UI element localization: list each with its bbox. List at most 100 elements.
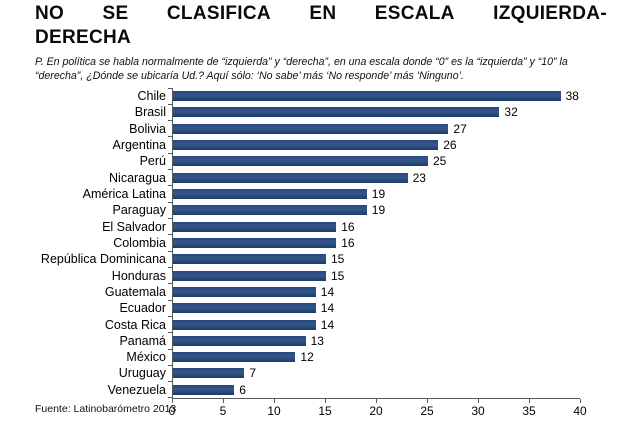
- category-label: El Salvador: [102, 219, 166, 234]
- category-label: Paraguay: [112, 203, 166, 218]
- chart-subtitle-line1: P. En política se habla normalmente de “…: [35, 56, 568, 68]
- bar: [173, 384, 235, 395]
- x-axis-label: 30: [471, 404, 485, 418]
- category-label: Honduras: [111, 268, 166, 283]
- bar-row: Nicaragua 23: [6, 169, 635, 186]
- value-label: 14: [320, 284, 335, 299]
- bar-row: México 12: [6, 348, 635, 366]
- bar-row: Paraguay 19: [6, 201, 635, 219]
- value-label: 14: [320, 317, 335, 332]
- bar-row: Honduras 15: [6, 266, 635, 284]
- x-axis-tick: [274, 399, 275, 403]
- x-axis-tick: [580, 399, 581, 403]
- value-label: 6: [239, 382, 246, 397]
- category-label: Perú: [139, 154, 166, 169]
- bar: [173, 123, 449, 134]
- x-axis: 0 5 10 15 20 25 30 35 40: [168, 398, 587, 421]
- bar-track: 16: [172, 218, 635, 235]
- bar-track: 15: [172, 267, 635, 284]
- x-axis-tick: [427, 399, 428, 403]
- value-label: 38: [565, 89, 579, 104]
- x-axis-label: 0: [168, 404, 176, 418]
- bar: [173, 286, 316, 297]
- value-label: 26: [443, 138, 457, 153]
- bar-row: Guatemala 14: [6, 283, 635, 301]
- bar: [173, 91, 561, 102]
- bar-row: Costa Rica 14: [6, 315, 635, 333]
- x-axis-tick: [325, 399, 326, 403]
- bar-track: 38: [172, 88, 635, 105]
- chart-title-line1: NO SE CLASIFICA EN ESCALA IZQUIERDA-: [35, 2, 607, 26]
- title-word: CLASIFICA: [166, 3, 271, 24]
- bar: [173, 172, 408, 183]
- category-label: Argentina: [112, 138, 166, 153]
- bar-track: 14: [172, 283, 635, 301]
- x-axis-label: 20: [369, 404, 383, 418]
- bar: [173, 107, 500, 118]
- value-label: 7: [249, 366, 257, 381]
- bar-track: 14: [172, 316, 635, 333]
- bar: [173, 319, 316, 330]
- category-label: Ecuador: [119, 301, 166, 316]
- bar-row: Chile 38: [6, 87, 635, 105]
- category-label: Uruguay: [118, 366, 166, 381]
- category-label: México: [126, 350, 166, 365]
- category-label: Costa Rica: [104, 317, 166, 332]
- bar-track: 25: [172, 153, 635, 170]
- category-label: Bolivia: [129, 121, 166, 136]
- bar-track: 32: [172, 104, 635, 121]
- x-axis-tick: [529, 399, 530, 403]
- category-label: América Latina: [82, 187, 166, 202]
- value-label: 13: [310, 333, 324, 348]
- bar-row: Ecuador 14: [6, 299, 635, 317]
- value-label: 14: [320, 301, 335, 316]
- bar-track: 23: [172, 169, 635, 186]
- category-label: República Dominicana: [40, 252, 166, 267]
- category-label: Panamá: [119, 333, 166, 348]
- category-label: Guatemala: [104, 284, 166, 299]
- chart-title-line2: DERECHA: [35, 27, 132, 48]
- bar-row: El Salvador 16: [6, 217, 635, 235]
- bar-chart: Chile 38 Brasil 32 Bolivia 27 Argentina 26 Perú 2…: [0, 87, 635, 421]
- value-label: 15: [331, 252, 345, 267]
- chart-subtitle: P. En política se habla normalmente de “…: [35, 56, 631, 83]
- bar: [173, 254, 326, 265]
- bar-track: 7: [172, 365, 635, 382]
- title-word: SE: [102, 3, 129, 24]
- bar-row: Argentina 26: [6, 136, 635, 154]
- bar-track: 19: [172, 202, 635, 219]
- x-axis-tick: [478, 399, 479, 403]
- title-word: EN: [309, 3, 337, 24]
- bar: [173, 368, 245, 379]
- bar-row: República Dominicana 15: [6, 250, 635, 268]
- source-note: Fuente: Latinobarómetro 2013: [35, 403, 177, 415]
- x-axis-label: 25: [420, 404, 434, 418]
- value-label: 19: [371, 203, 386, 218]
- value-label: 23: [412, 170, 426, 185]
- bar-track: 13: [172, 332, 635, 349]
- bar-track: 19: [172, 185, 635, 203]
- bar-track: 27: [172, 120, 635, 137]
- title-word: NO: [35, 3, 65, 24]
- bar: [173, 270, 326, 281]
- chart-title: NO SE CLASIFICA EN ESCALA IZQUIERDA- DERECHA: [35, 2, 607, 50]
- bar-row: Perú 25: [6, 152, 635, 170]
- x-axis-label: 35: [522, 404, 536, 418]
- bar: [173, 237, 337, 248]
- bar: [173, 156, 428, 167]
- category-label: Brasil: [134, 105, 166, 120]
- bar-row: Brasil 32: [6, 103, 635, 121]
- bar-row: Uruguay 7: [6, 364, 635, 382]
- x-axis-tick: [376, 399, 377, 403]
- category-label: Nicaragua: [109, 170, 166, 185]
- bar-track: 12: [172, 349, 635, 366]
- value-label: 32: [504, 105, 518, 120]
- x-axis-tick: [172, 399, 173, 403]
- value-label: 16: [341, 235, 355, 250]
- title-word: ESCALA: [374, 3, 455, 24]
- x-axis-label: 40: [573, 404, 587, 418]
- bar: [173, 303, 316, 314]
- bar-row: Bolivia 27: [6, 120, 635, 137]
- category-label: Chile: [137, 89, 167, 104]
